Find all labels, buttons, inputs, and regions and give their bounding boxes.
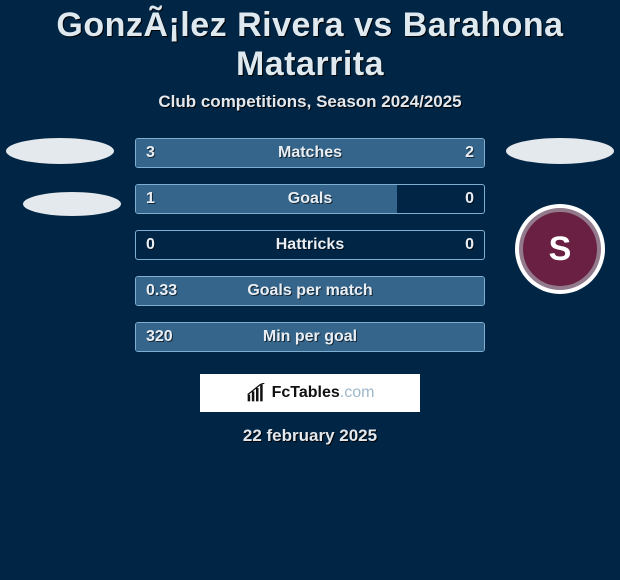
team-badge-letter: S [519,208,601,290]
comparison-content: S 3Matches21Goals00Hattricks00.33Goals p… [0,138,620,446]
brand-logo[interactable]: FcTables.com [200,374,420,412]
right-oval [506,138,614,164]
chart-icon [246,383,266,403]
stat-bar: 320Min per goal [135,322,485,352]
stat-value-right: 0 [465,185,474,213]
left-side-decor [0,138,130,216]
stat-label: Goals [136,185,484,213]
team-badge: S [515,204,605,294]
stat-bar: 0Hattricks0 [135,230,485,260]
page-title: GonzÃ¡lez Rivera vs Barahona Matarrita [0,6,620,84]
stat-value-right: 2 [465,139,474,167]
stat-label: Min per goal [136,323,484,351]
stat-value-right: 0 [465,231,474,259]
right-side-decor: S [490,138,620,294]
stat-label: Hattricks [136,231,484,259]
stat-label: Goals per match [136,277,484,305]
stat-bar: 3Matches2 [135,138,485,168]
brand-text: FcTables.com [272,384,375,402]
stat-bar: 0.33Goals per match [135,276,485,306]
stat-bars: 3Matches21Goals00Hattricks00.33Goals per… [135,138,485,352]
stat-label: Matches [136,139,484,167]
page-subtitle: Club competitions, Season 2024/2025 [0,92,620,112]
snapshot-date: 22 february 2025 [0,426,620,446]
left-oval-2 [23,192,121,216]
left-oval-1 [6,138,114,164]
stat-bar: 1Goals0 [135,184,485,214]
